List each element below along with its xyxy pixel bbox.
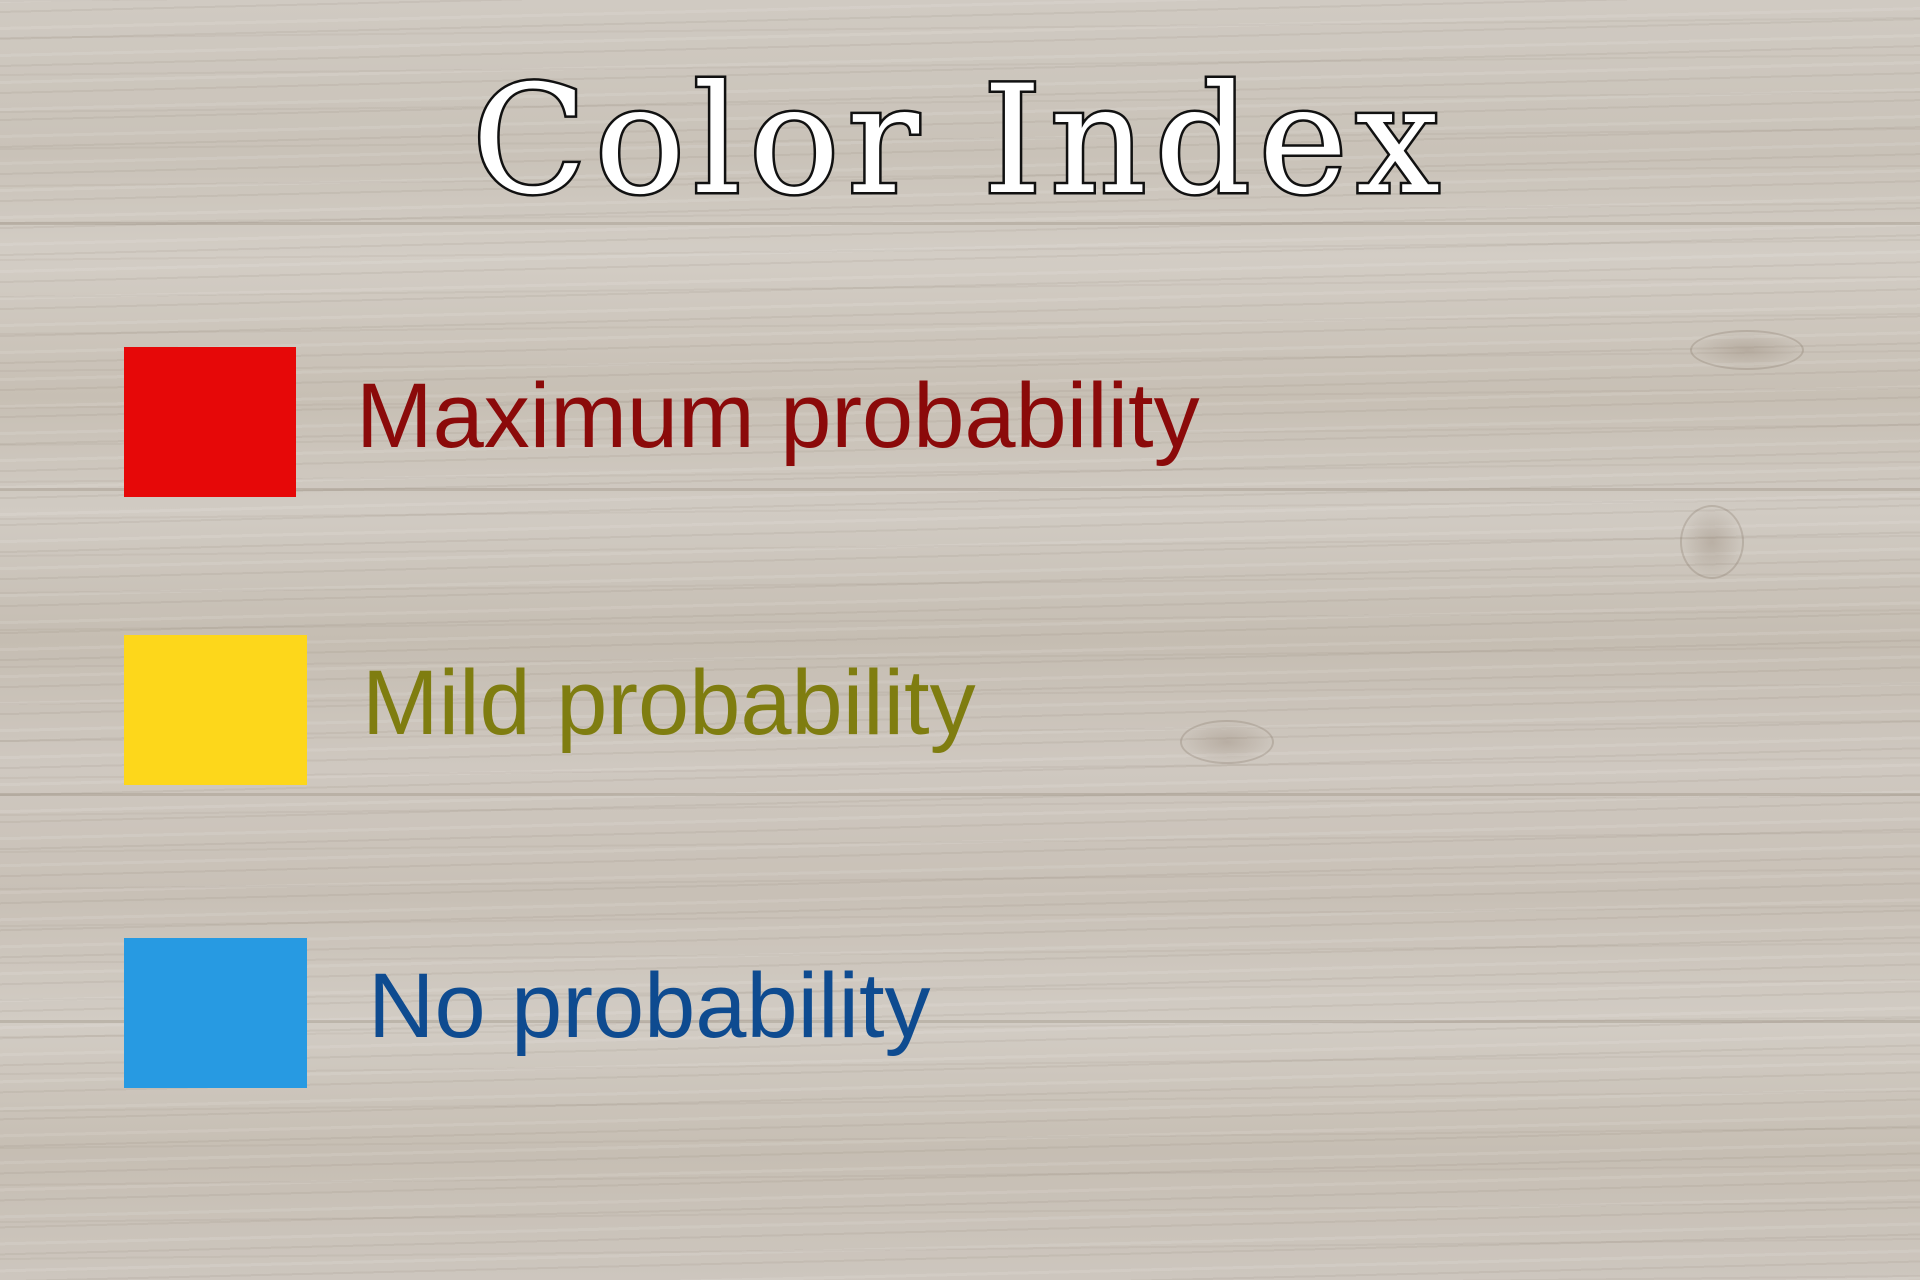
wood-knot (1180, 720, 1274, 764)
plank-seam (0, 793, 1920, 796)
legend-item-maximum: Maximum probability (0, 340, 1400, 500)
wood-knot (1680, 505, 1744, 579)
page-title: Color Index (470, 54, 1448, 228)
legend-label-mild: Mild probability (362, 652, 976, 754)
blue-swatch (124, 938, 307, 1088)
legend-item-none: No probability (0, 930, 1400, 1090)
legend-label-maximum: Maximum probability (356, 365, 1200, 467)
legend-item-mild: Mild probability (0, 627, 1400, 787)
plank-seam (0, 222, 1920, 225)
red-swatch (124, 347, 296, 497)
plank-seam (0, 1020, 1920, 1023)
legend-label-none: No probability (368, 955, 931, 1057)
yellow-swatch (124, 635, 307, 785)
plank-seam (0, 488, 1920, 491)
wood-knot (1690, 330, 1804, 370)
